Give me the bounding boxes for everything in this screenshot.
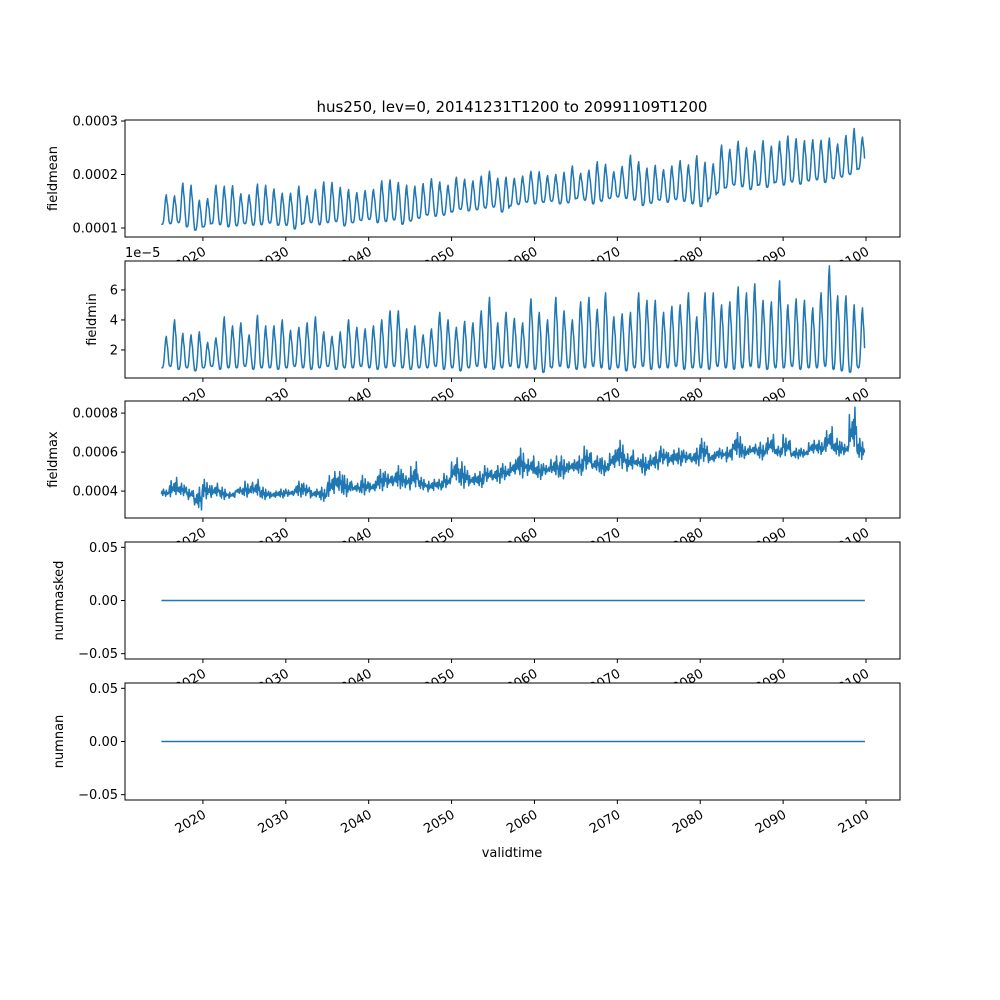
axes-background: [125, 120, 900, 237]
y-tick-label: 0.05: [89, 682, 118, 697]
y-tick-label: 6: [110, 283, 118, 298]
y-axis-label: nummasked: [52, 561, 67, 641]
fieldmin-series-line: [161, 265, 866, 374]
y-tick-label: 4: [110, 313, 118, 328]
y-offset-label: 1e−5: [125, 246, 160, 261]
y-axis-label: fieldmin: [85, 293, 100, 346]
axes-frame: [124, 119, 901, 238]
y-tick-label: −0.05: [78, 788, 118, 803]
y-tick-label: 0.0001: [73, 222, 119, 237]
y-tick-label: 0.0002: [73, 168, 119, 183]
fieldmean-series-line: [161, 127, 866, 231]
y-tick-label: 0.00: [89, 594, 118, 609]
y-axis-label: numnan: [52, 715, 67, 769]
fieldmax-series-line: [160, 406, 866, 511]
axes-frame: [124, 400, 901, 519]
axes-background: [125, 261, 900, 378]
y-tick-label: 0.0008: [73, 407, 119, 422]
x-axis-label: validtime: [482, 846, 543, 861]
y-axis-label: fieldmean: [46, 146, 61, 211]
chart-title: hus250, lev=0, 20141231T1200 to 20991109…: [317, 98, 708, 116]
y-tick-label: −0.05: [78, 647, 118, 662]
y-tick-label: 0.0004: [73, 485, 119, 500]
y-tick-label: 0.00: [89, 735, 118, 750]
y-axis-label: fieldmax: [46, 431, 61, 488]
y-tick-label: 0.0006: [73, 446, 119, 461]
y-tick-label: 2: [110, 343, 118, 358]
y-tick-label: 0.05: [89, 541, 118, 556]
axes-background: [125, 401, 900, 518]
y-tick-label: 0.0003: [73, 115, 119, 130]
